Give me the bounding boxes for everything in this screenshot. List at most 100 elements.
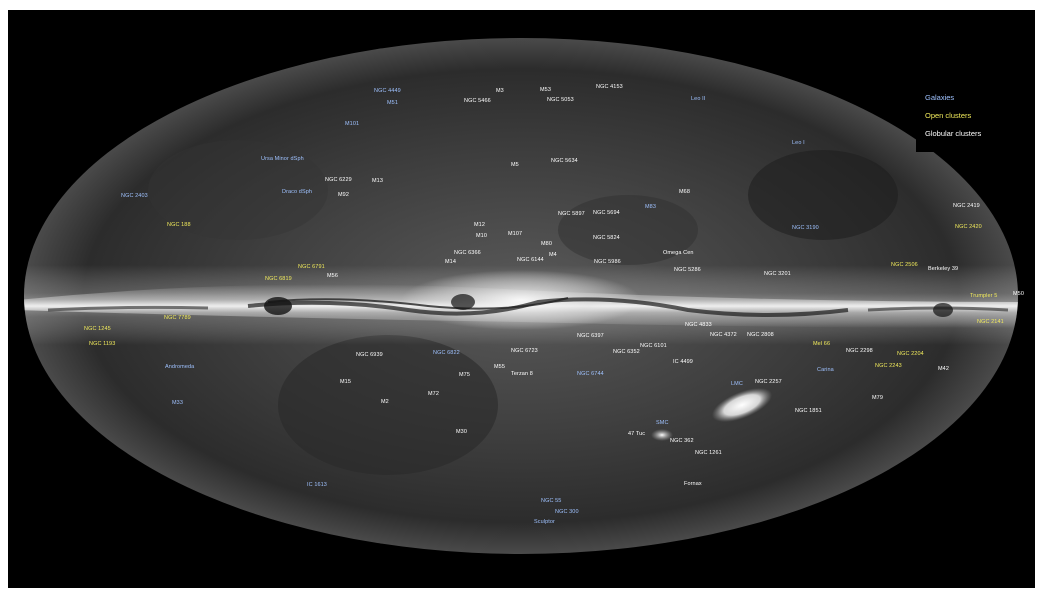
label-berkeley39: Berkeley 39 — [928, 266, 959, 272]
label-m51: M51 — [387, 100, 398, 106]
label-ngc5694: NGC 5694 — [593, 210, 620, 216]
label-ngc5986: NGC 5986 — [594, 259, 621, 265]
label-m101: M101 — [345, 121, 360, 127]
lmc-cloud — [711, 388, 773, 422]
label-ic4499: IC 4499 — [673, 359, 693, 365]
label-ngc4833: NGC 4833 — [685, 322, 712, 328]
label-m12: M12 — [474, 222, 485, 228]
label-draco: Draco dSph — [282, 189, 313, 195]
label-ngc1851: NGC 1851 — [795, 408, 822, 414]
label-ngc6791: NGC 6791 — [298, 264, 325, 270]
label-ngc6822: NGC 6822 — [433, 350, 460, 356]
sky-image: NGC 4449 M3 M53 NGC 4153 M51 NGC 5466 NG… — [8, 10, 1035, 588]
label-ngc3190: NGC 3190 — [792, 225, 819, 231]
label-m75: M75 — [459, 372, 470, 378]
label-ngc4153: NGC 4153 — [596, 84, 623, 90]
legend-globular-clusters: Globular clusters — [925, 129, 982, 138]
scan-pattern-patch — [278, 335, 498, 475]
label-m55: M55 — [494, 364, 505, 370]
label-leo2: Leo II — [691, 96, 706, 102]
label-m107: M107 — [508, 231, 523, 237]
label-ngc7789: NGC 7789 — [164, 315, 191, 321]
label-m13: M13 — [372, 178, 383, 184]
label-m72: M72 — [428, 391, 439, 397]
label-mel66: Mel 66 — [813, 341, 831, 347]
label-m5: M5 — [511, 162, 519, 168]
scan-pattern-patch — [558, 195, 698, 265]
label-ngc188: NGC 188 — [167, 222, 191, 228]
label-ngc6939: NGC 6939 — [356, 352, 383, 358]
label-m30: M30 — [456, 429, 467, 435]
label-ngc6101: NGC 6101 — [640, 343, 667, 349]
label-ngc6723: NGC 6723 — [511, 348, 538, 354]
label-m92: M92 — [338, 192, 349, 198]
label-m3: M3 — [496, 88, 504, 94]
label-ngc2506: NGC 2506 — [891, 262, 918, 268]
label-andromeda: Andromeda — [165, 364, 195, 370]
label-ngc6229: NGC 6229 — [325, 177, 352, 183]
label-ic1613: IC 1613 — [307, 482, 327, 488]
label-leo1: Leo I — [792, 140, 805, 146]
label-m79: M79 — [872, 395, 883, 401]
label-ngc1245: NGC 1245 — [84, 326, 111, 332]
label-m4: M4 — [549, 252, 557, 258]
label-ngc2243: NGC 2243 — [875, 363, 902, 369]
label-ngc362: NGC 362 — [670, 438, 694, 444]
dust-lane — [247, 297, 849, 317]
label-ngc55: NGC 55 — [541, 498, 562, 504]
label-smc: SMC — [656, 420, 669, 426]
label-ngc5824: NGC 5824 — [593, 235, 620, 241]
label-m2: M2 — [381, 399, 389, 405]
label-m80: M80 — [541, 241, 552, 247]
label-ngc5634: NGC 5634 — [551, 158, 578, 164]
legend-open-clusters: Open clusters — [925, 111, 972, 120]
label-ngc2419: NGC 2419 — [953, 203, 980, 209]
label-m14: M14 — [445, 259, 456, 265]
label-ngc6397: NGC 6397 — [577, 333, 604, 339]
label-ngc5286: NGC 5286 — [674, 267, 701, 273]
label-m50: M50 — [1013, 291, 1024, 297]
scan-pattern-patch — [748, 150, 898, 240]
legend: Galaxies Open clusters Globular clusters — [916, 88, 1004, 152]
label-m83: M83 — [645, 204, 656, 210]
label-ursa-minor: Ursa Minor dSph — [261, 156, 304, 162]
label-ngc300: NGC 300 — [555, 509, 579, 515]
label-ngc2808: NGC 2808 — [747, 332, 774, 338]
legend-galaxies: Galaxies — [925, 93, 955, 102]
label-m53: M53 — [540, 87, 551, 93]
label-ngc6819: NGC 6819 — [265, 276, 292, 282]
dark-cloud — [933, 303, 953, 317]
label-ngc4372: NGC 4372 — [710, 332, 737, 338]
label-fornax: Fornax — [684, 481, 702, 487]
label-m15: M15 — [340, 379, 351, 385]
label-ngc6352: NGC 6352 — [613, 349, 640, 355]
label-m42: M42 — [938, 366, 949, 372]
scan-pattern-patch — [148, 140, 328, 240]
dark-cloud — [451, 294, 475, 310]
label-m33: M33 — [172, 400, 183, 406]
label-ngc6744: NGC 6744 — [577, 371, 604, 377]
label-sculptor: Sculptor — [534, 519, 555, 525]
label-ngc2420: NGC 2420 — [955, 224, 982, 230]
label-ngc2298: NGC 2298 — [846, 348, 873, 354]
label-m68: M68 — [679, 189, 690, 195]
dust-lane — [267, 297, 569, 310]
label-ngc1261: NGC 1261 — [695, 450, 722, 456]
label-terzan8: Terzan 8 — [511, 371, 533, 377]
label-lmc: LMC — [731, 381, 743, 387]
label-ngc6366: NGC 6366 — [454, 250, 481, 256]
label-trumpler5: Trumpler 5 — [970, 293, 998, 299]
label-ngc2403: NGC 2403 — [121, 193, 148, 199]
label-m56: M56 — [327, 273, 338, 279]
label-ngc5897: NGC 5897 — [558, 211, 585, 217]
label-ngc6144: NGC 6144 — [517, 257, 544, 263]
all-sky-map — [24, 38, 1018, 554]
label-carina: Carina — [817, 367, 834, 373]
label-ngc5466: NGC 5466 — [464, 98, 491, 104]
label-ngc2257: NGC 2257 — [755, 379, 782, 385]
label-ngc2141: NGC 2141 — [977, 319, 1004, 325]
label-47-tuc: 47 Tuc — [628, 431, 646, 437]
label-omega-cen: Omega Cen — [663, 250, 694, 256]
smc-cloud — [651, 429, 673, 441]
label-ngc1193: NGC 1193 — [89, 341, 116, 347]
